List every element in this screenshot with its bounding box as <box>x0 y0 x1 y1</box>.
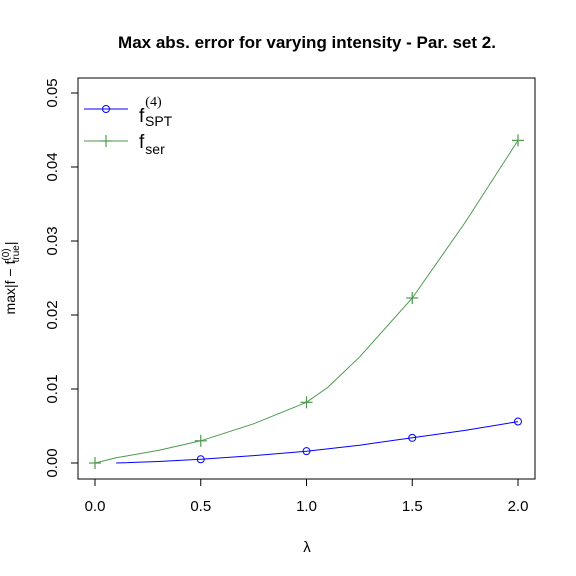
legend-item-fspt: f(4) SPT <box>84 95 173 129</box>
legend-label-fser-main: f <box>139 132 145 153</box>
svg-text:max|f − f(0)true|: max|f − f(0)true| <box>1 242 22 315</box>
y-tick-label: 0.04 <box>44 152 61 181</box>
data-point <box>408 433 417 442</box>
y-axis-label: max|f − f(0)true| <box>1 242 22 315</box>
x-tick-label: 1.0 <box>296 498 317 515</box>
x-axis-label: λ <box>303 539 311 556</box>
x-tick-label: 1.5 <box>402 498 423 515</box>
data-point <box>302 447 311 456</box>
data-point <box>514 417 522 426</box>
legend-marker-fspt <box>102 105 110 113</box>
series-line <box>94 140 519 464</box>
y-axis-label-main: max|f − f <box>2 261 18 315</box>
data-point <box>89 457 101 469</box>
data-point <box>300 396 313 409</box>
series-fspt <box>116 417 522 464</box>
y-tick-label: 0.00 <box>44 448 61 477</box>
legend-label-fser-subscript: ser <box>145 141 165 157</box>
y-axis-label-close: | <box>2 242 18 246</box>
y-tick-label: 0.05 <box>44 78 61 107</box>
svg-text:fser: fser <box>139 132 165 157</box>
legend-label-fspt-superscript: (4) <box>145 95 162 110</box>
plot-area <box>77 77 536 480</box>
data-point <box>406 291 419 304</box>
x-tick-label: 0.0 <box>85 498 106 515</box>
series-line <box>116 421 519 464</box>
series-fser <box>89 134 524 469</box>
y-tick-label: 0.01 <box>44 374 61 403</box>
data-point <box>512 134 524 147</box>
series-layer <box>89 134 524 469</box>
legend-item-fser: fser <box>84 132 165 157</box>
y-tick-label: 0.03 <box>44 226 61 255</box>
chart-title: Max abs. error for varying intensity - P… <box>118 33 496 52</box>
y-axis-label-superscript: (0) <box>1 248 12 260</box>
data-point <box>194 434 207 447</box>
y-tick-label: 0.02 <box>44 300 61 329</box>
legend-label-fspt-main: f <box>139 106 145 127</box>
legend: f(4) SPT fser <box>84 95 173 157</box>
data-point <box>196 455 205 464</box>
x-tick-label: 0.5 <box>190 498 211 515</box>
x-axis: 0.0 0.5 1.0 1.5 2.0 <box>85 478 529 515</box>
y-axis-label-subscript: true <box>11 245 22 263</box>
legend-label-fspt-subscript: SPT <box>145 113 173 129</box>
svg-text:f(4)SPT: f(4) SPT <box>139 95 173 129</box>
y-axis: 0.00 0.01 0.02 0.03 0.04 0.05 <box>44 78 79 478</box>
x-tick-label: 2.0 <box>508 498 529 515</box>
